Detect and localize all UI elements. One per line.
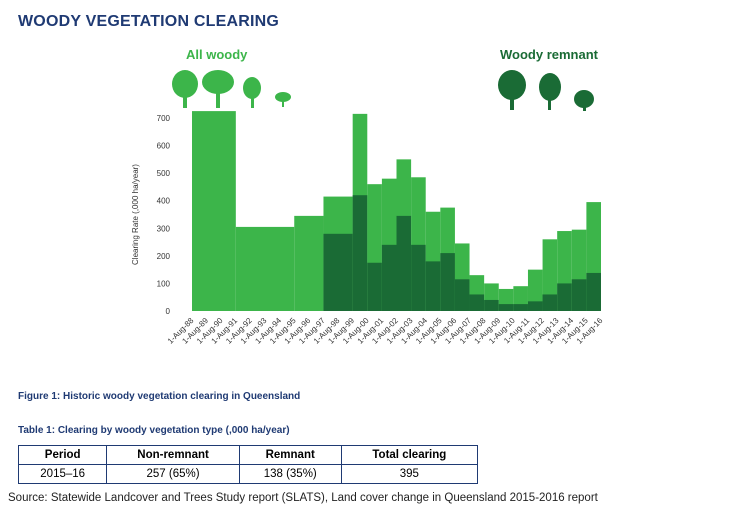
- all-woody-bar: [542, 239, 558, 311]
- y-tick-label: 500: [157, 169, 171, 178]
- all-woody-bar: [235, 226, 295, 311]
- remnant-bar: [425, 261, 441, 311]
- remnant-bar: [396, 215, 412, 311]
- remnant-bar: [323, 233, 353, 311]
- remnant-bar: [498, 304, 514, 311]
- page-title: WOODY VEGETATION CLEARING: [18, 13, 280, 30]
- table-caption: Table 1: Clearing by woody vegetation ty…: [18, 425, 290, 436]
- remnant-bar: [381, 244, 397, 311]
- cell-total: 395: [340, 464, 479, 484]
- plot-area: 0 100 200 300 400 500 600 700 Clearing Rate (,00…: [131, 111, 605, 346]
- col-header-total: Total clearing: [340, 445, 479, 465]
- figure-caption: Figure 1: Historic woody vegetation clea…: [18, 391, 301, 402]
- table-row: 2015–16 257 (65%) 138 (35%) 395: [17, 464, 479, 484]
- remnant-medium-tree-icon: [539, 73, 561, 110]
- remnant-bar: [454, 279, 470, 311]
- col-header-non-remnant: Non-remnant: [106, 445, 240, 465]
- col-header-period: Period: [17, 445, 108, 465]
- y-axis-title: Clearing Rate (,000 ha/year): [131, 164, 140, 265]
- broad-tree-icon: [202, 70, 234, 108]
- remnant-bar: [557, 283, 572, 311]
- large-tree-icon: [172, 70, 198, 108]
- source-note: Source: Statewide Landcover and Trees St…: [8, 492, 598, 504]
- y-tick-label: 100: [157, 279, 171, 288]
- remnant-bar: [411, 244, 426, 311]
- y-tick-label: 200: [157, 252, 171, 261]
- remnant-bar: [440, 253, 455, 311]
- remnant-bar: [527, 301, 543, 311]
- all-woody-bar: [192, 111, 236, 311]
- cell-remnant: 138 (35%): [238, 464, 342, 484]
- table-header-row: Period Non-remnant Remnant Total clearin…: [17, 445, 479, 465]
- remnant-bar: [352, 195, 368, 311]
- all-woody-tree-icons: [172, 70, 291, 108]
- remnant-large-tree-icon: [498, 70, 526, 110]
- legend-all-woody: All woody: [186, 47, 248, 62]
- remnant-bar: [586, 272, 601, 311]
- remnant-bar: [513, 304, 528, 311]
- remnant-small-tree-icon: [574, 90, 594, 111]
- remnant-bar: [367, 262, 382, 311]
- woody-remnant-tree-icons: [498, 70, 594, 111]
- y-tick-label: 300: [157, 224, 171, 233]
- y-tick-label: 700: [157, 114, 171, 123]
- all-woody-bar: [294, 215, 324, 311]
- cell-period: 2015–16: [17, 464, 108, 484]
- all-woody-bar: [527, 269, 543, 311]
- remnant-bar: [571, 279, 587, 311]
- y-tick-label: 600: [157, 142, 171, 151]
- clearing-table: Period Non-remnant Remnant Total clearin…: [17, 445, 479, 484]
- remnant-bar: [469, 294, 485, 311]
- medium-tree-icon: [243, 77, 261, 108]
- legend-woody-remnant: Woody remnant: [500, 47, 599, 62]
- cell-non-remnant: 257 (65%): [106, 464, 240, 484]
- clearing-chart: All woody Woody remnant 0 100 200 300 400 500…: [131, 47, 605, 346]
- y-tick-label: 400: [157, 197, 171, 206]
- y-tick-label: 0: [166, 307, 171, 316]
- small-tree-icon: [275, 92, 291, 107]
- remnant-bar: [542, 294, 558, 311]
- col-header-remnant: Remnant: [238, 445, 342, 465]
- remnant-bar: [484, 299, 499, 311]
